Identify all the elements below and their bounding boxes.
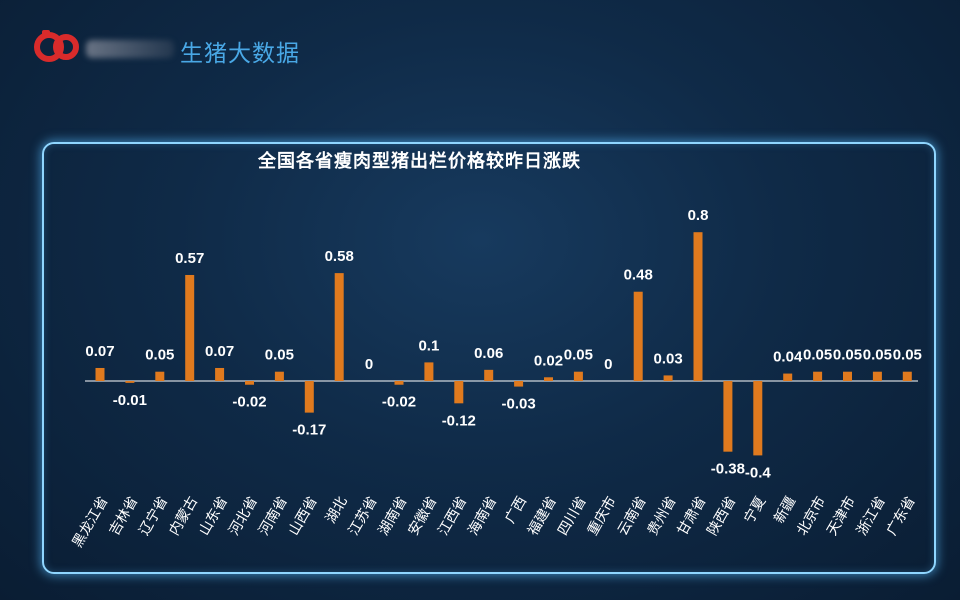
value-label-20: 0.8 [688, 207, 709, 224]
category-label-19: 贵州省 [645, 494, 680, 538]
category-label-10: 湖南省 [376, 494, 411, 538]
bar-5 [245, 381, 254, 385]
value-label-10: -0.02 [382, 394, 416, 411]
value-label-13: 0.06 [474, 345, 503, 362]
bar-25 [843, 371, 852, 381]
bar-20 [693, 232, 703, 381]
value-label-14: -0.03 [501, 396, 535, 413]
category-label-16: 四川省 [555, 494, 590, 538]
value-label-26: 0.05 [863, 347, 892, 364]
bar-19 [663, 375, 673, 381]
category-label-1: 吉林省 [107, 494, 142, 538]
bar-23 [783, 373, 793, 381]
brand-title: 生猪大数据 [180, 41, 300, 67]
value-label-4: 0.07 [205, 343, 234, 360]
value-label-2: 0.05 [145, 347, 174, 364]
value-label-25: 0.05 [833, 347, 862, 364]
bar-24 [813, 371, 823, 381]
bar-10 [394, 381, 404, 385]
value-label-17: 0 [604, 356, 612, 373]
bar-21 [723, 381, 733, 452]
bar-11 [424, 362, 434, 381]
category-label-5: 河北省 [226, 494, 261, 538]
chart-title: 全国各省瘦肉型猪出栏价格较昨日涨跌 [258, 151, 581, 172]
bar-12 [454, 381, 464, 404]
category-label-17: 重庆市 [584, 494, 620, 539]
bar-27 [902, 371, 912, 381]
value-label-22: -0.4 [745, 464, 772, 481]
category-label-0: 黑龙江省 [70, 494, 112, 550]
bar-2 [155, 371, 165, 381]
bar-14 [514, 381, 524, 387]
bar-22 [753, 381, 763, 456]
value-label-23: 0.04 [773, 349, 803, 366]
category-label-14: 广西 [502, 494, 530, 526]
category-label-9: 江苏省 [346, 494, 381, 538]
value-label-3: 0.57 [175, 250, 204, 267]
bar-13 [484, 369, 494, 381]
category-label-26: 浙江省 [854, 494, 889, 538]
bar-0 [95, 367, 105, 381]
bar-4 [215, 367, 225, 381]
value-label-12: -0.12 [442, 412, 476, 429]
category-label-15: 福建省 [525, 494, 560, 538]
category-label-11: 安徽省 [406, 494, 441, 538]
category-label-3: 内蒙古 [166, 494, 201, 538]
brand-name-blurred [86, 40, 174, 58]
category-label-12: 江西省 [435, 494, 470, 538]
value-label-1: -0.01 [113, 392, 147, 409]
bar-6 [274, 371, 284, 381]
category-label-2: 辽宁省 [136, 494, 172, 539]
category-label-18: 云南省 [615, 494, 650, 538]
bar-15 [544, 377, 553, 381]
value-label-11: 0.1 [418, 337, 439, 354]
category-label-24: 北京市 [793, 494, 829, 539]
bar-16 [573, 371, 583, 381]
value-label-7: -0.17 [292, 422, 326, 439]
value-label-21: -0.38 [711, 461, 745, 478]
category-label-20: 甘肃省 [675, 494, 710, 538]
category-label-25: 天津市 [823, 494, 859, 539]
bar-26 [872, 371, 882, 381]
value-label-6: 0.05 [265, 347, 294, 364]
category-label-21: 陕西省 [705, 494, 740, 538]
value-label-0: 0.07 [85, 343, 114, 360]
value-label-15: 0.02 [534, 352, 563, 369]
value-label-5: -0.02 [232, 394, 266, 411]
chart-panel [42, 142, 936, 574]
value-label-18: 0.48 [624, 267, 653, 284]
bar-8 [334, 273, 344, 381]
value-label-9: 0 [365, 356, 373, 373]
bar-7 [304, 381, 314, 413]
category-label-23: 新疆 [771, 494, 799, 526]
category-label-7: 山西省 [286, 494, 321, 538]
value-label-8: 0.58 [325, 248, 354, 265]
category-label-22: 宁夏 [741, 494, 770, 527]
value-label-24: 0.05 [803, 347, 832, 364]
value-label-27: 0.05 [893, 347, 922, 364]
brand-logo [34, 30, 79, 62]
bar-18 [633, 291, 643, 381]
value-label-19: 0.03 [653, 350, 682, 367]
category-label-8: 湖北 [323, 494, 351, 526]
category-label-4: 山东省 [196, 494, 231, 538]
category-label-6: 河南省 [256, 494, 291, 538]
value-label-16: 0.05 [564, 347, 593, 364]
bar-3 [185, 274, 195, 381]
bar-1 [125, 381, 135, 383]
category-label-27: 广东省 [884, 494, 919, 538]
category-label-13: 海南省 [465, 494, 500, 538]
